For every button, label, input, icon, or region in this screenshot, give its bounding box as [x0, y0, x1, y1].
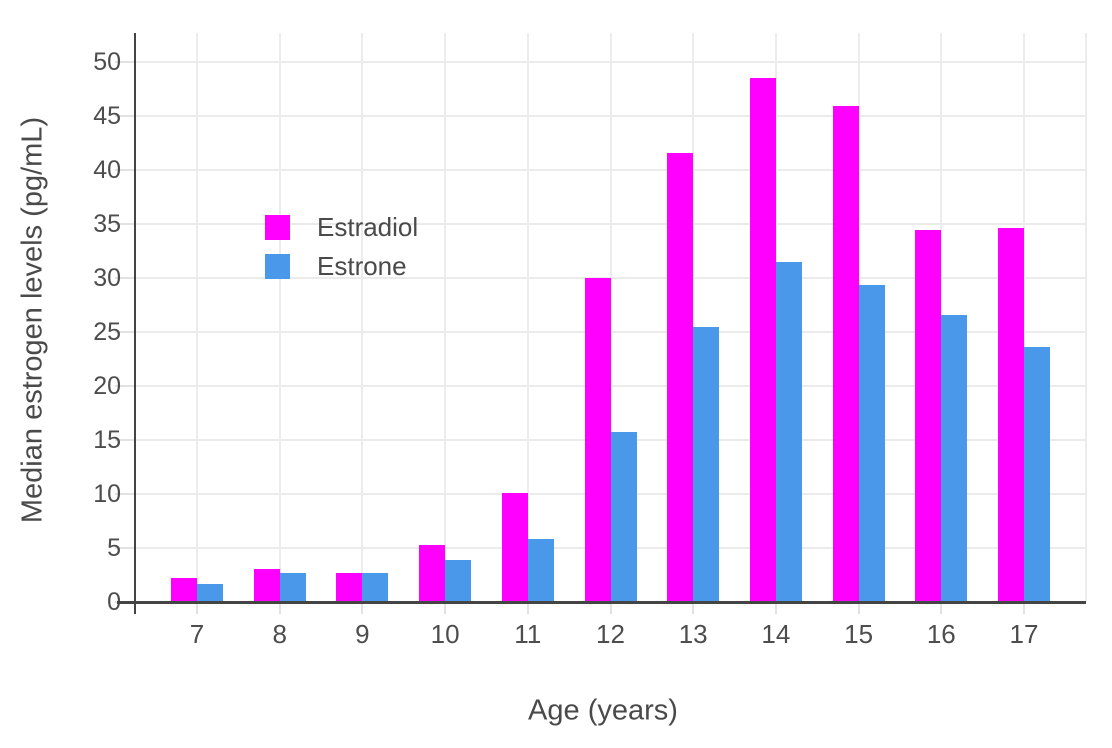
legend-label: Estradiol — [317, 212, 419, 242]
y-tick-mark — [115, 385, 135, 388]
bar-estradiol-age-16[interactable] — [915, 230, 942, 602]
x-tick-label: 7 — [189, 619, 205, 649]
y-axis-line — [134, 33, 136, 614]
y-tick-mark — [115, 61, 135, 64]
x-tick-mark — [774, 604, 777, 614]
bar-estrone-age-11[interactable] — [527, 539, 554, 602]
y-tick-label: 5 — [107, 534, 121, 562]
v-gridline — [1023, 33, 1025, 602]
bar-estradiol-age-10[interactable] — [419, 545, 446, 602]
y-tick-mark — [115, 439, 135, 442]
y-tick-mark — [115, 115, 135, 118]
bar-estradiol-age-14[interactable] — [749, 78, 776, 602]
y-axis-title: Median estrogen levels (pg/mL) — [16, 116, 49, 524]
y-tick-label: 40 — [93, 156, 121, 185]
bar-estrone-age-8[interactable] — [279, 573, 306, 602]
bar-estradiol-age-11[interactable] — [501, 493, 528, 602]
legend-item-estrone[interactable]: Estrone — [265, 253, 418, 279]
x-tick-mark — [1023, 604, 1025, 614]
y-tick-label: 35 — [93, 210, 121, 239]
y-tick-label: 15 — [93, 426, 121, 455]
y-tick-label: 0 — [107, 588, 121, 616]
x-axis-title: Age (years) — [528, 694, 678, 727]
bar-estradiol-age-13[interactable] — [667, 153, 694, 602]
x-tick-mark — [692, 604, 695, 614]
bar-estrone-age-12[interactable] — [610, 432, 637, 602]
x-tick-label: 9 — [355, 619, 370, 649]
bar-estradiol-age-9[interactable] — [336, 573, 363, 602]
bar-estrone-age-10[interactable] — [445, 560, 472, 602]
y-tick-label: 30 — [93, 264, 121, 293]
legend-swatch-estrone — [265, 253, 290, 279]
x-axis-line — [117, 601, 1086, 604]
y-tick-mark — [115, 223, 135, 226]
x-tick-mark — [361, 604, 364, 614]
legend: Estradiol Estrone — [265, 214, 418, 279]
x-tick-mark — [196, 604, 198, 614]
bar-estradiol-age-7[interactable] — [171, 578, 197, 602]
y-tick-mark — [115, 331, 135, 334]
x-tick-label: 10 — [430, 619, 460, 649]
v-gridline — [444, 33, 447, 602]
bar-estrone-age-9[interactable] — [362, 573, 389, 602]
bar-estradiol-age-15[interactable] — [832, 106, 859, 602]
y-tick-mark — [115, 277, 135, 280]
bar-estrone-age-17[interactable] — [1024, 347, 1050, 602]
x-tick-mark — [526, 604, 529, 614]
x-tick-label: 15 — [844, 619, 874, 649]
x-tick-label: 17 — [1009, 619, 1039, 649]
bar-estrone-age-16[interactable] — [941, 315, 968, 602]
x-tick-label: 14 — [761, 619, 791, 649]
bar-estrone-age-15[interactable] — [858, 285, 885, 602]
v-gridline — [278, 33, 281, 602]
x-tick-mark — [444, 604, 447, 614]
y-tick-label: 10 — [93, 480, 121, 509]
bar-estrone-age-14[interactable] — [775, 262, 802, 602]
plot-right-border — [1085, 33, 1087, 602]
legend-label: Estrone — [317, 251, 407, 281]
x-tick-mark — [940, 604, 943, 614]
x-tick-mark — [609, 604, 612, 614]
x-tick-label: 11 — [514, 619, 542, 649]
x-tick-mark — [278, 604, 281, 614]
bar-estrone-age-13[interactable] — [693, 327, 720, 602]
v-gridline — [526, 33, 529, 602]
x-tick-label: 13 — [678, 619, 708, 649]
y-tick-label: 20 — [93, 372, 121, 401]
v-gridline — [609, 33, 612, 602]
y-tick-label: 50 — [93, 48, 121, 77]
bar-estradiol-age-12[interactable] — [584, 278, 611, 602]
y-tick-label: 45 — [93, 102, 121, 131]
bar-estradiol-age-8[interactable] — [253, 569, 280, 602]
x-tick-label: 12 — [596, 619, 625, 649]
y-tick-mark — [115, 547, 135, 549]
v-gridline — [361, 33, 364, 602]
x-tick-mark — [857, 604, 860, 614]
x-tick-label: 16 — [926, 619, 956, 649]
bar-estrone-age-7[interactable] — [197, 584, 223, 602]
y-tick-mark — [115, 493, 135, 496]
y-tick-label: 25 — [93, 318, 121, 347]
legend-swatch-estradiol — [265, 214, 290, 240]
v-gridline — [692, 33, 695, 602]
legend-item-estradiol[interactable]: Estradiol — [265, 214, 418, 240]
x-tick-label: 8 — [272, 619, 287, 649]
bar-estradiol-age-17[interactable] — [998, 228, 1024, 602]
v-gridline — [196, 33, 198, 602]
y-tick-mark — [115, 169, 135, 172]
